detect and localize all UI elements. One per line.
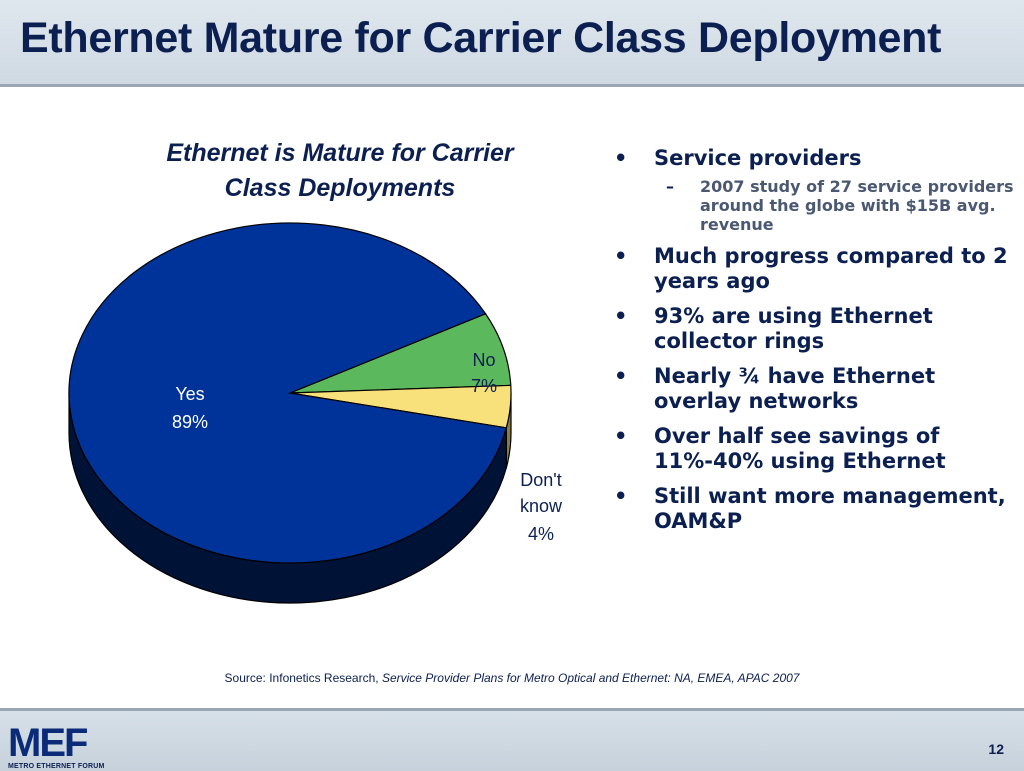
- bullet-item: • 93% are using Ethernet collector rings: [610, 304, 1015, 354]
- bullet-item: • Much progress compared to 2 years ago: [610, 244, 1015, 294]
- footer-bar: MEF METRO ETHERNET FORUM 12: [0, 708, 1024, 771]
- bullet-list: • Service providers – 2007 study of 27 serv…: [610, 146, 1015, 544]
- chart-title-line-1: Ethernet is Mature for Carrier: [166, 139, 514, 167]
- bullet-text: Over half see savings of 11%-40% using E…: [654, 424, 946, 473]
- slice-label-no-name: No: [472, 350, 495, 370]
- bullet-text: Service providers: [654, 146, 862, 170]
- pie-slices: [68, 222, 512, 564]
- slice-label-yes-value: 89%: [172, 412, 208, 432]
- chart-title-line-2: Class Deployments: [224, 174, 456, 202]
- bullet-item: • Nearly ¾ have Ethernet overlay networks: [610, 364, 1015, 414]
- logo-wordmark: MEF: [8, 721, 88, 765]
- slice-label-dk-name-2: know: [520, 496, 563, 516]
- pie-slice-yes: [68, 222, 508, 564]
- sub-bullet-item: – 2007 study of 27 service providers arou…: [610, 177, 1015, 234]
- sub-bullet-marker: –: [666, 177, 674, 196]
- bullet-text: Still want more management, OAM&P: [654, 484, 1006, 533]
- bullet-marker: •: [614, 244, 628, 268]
- logo-subtitle: METRO ETHERNET FORUM: [8, 763, 105, 770]
- slice-label-yes-name: Yes: [175, 384, 204, 404]
- bullet-text: 93% are using Ethernet collector rings: [654, 304, 933, 353]
- source-note: Source: Infonetics Research, Service Pro…: [0, 671, 1024, 685]
- slide-title: Ethernet Mature for Carrier Class Deploy…: [20, 14, 942, 62]
- mef-logo: MEF METRO ETHERNET FORUM: [8, 721, 118, 771]
- slice-label-dk-name-1: Don't: [520, 470, 561, 490]
- bullet-text: Much progress compared to 2 years ago: [654, 244, 1008, 293]
- bullet-text: Nearly ¾ have Ethernet overlay networks: [654, 364, 936, 413]
- slice-label-no-value: 7%: [471, 376, 497, 396]
- bullet-marker: •: [614, 364, 628, 388]
- sub-bullet-text: 2007 study of 27 service providers aroun…: [700, 177, 1014, 234]
- bullet-marker: •: [614, 304, 628, 328]
- bullet-item: • Over half see savings of 11%-40% using …: [610, 424, 1015, 474]
- bullet-marker: •: [614, 146, 628, 170]
- bullet-item: • Service providers: [610, 146, 1015, 171]
- slice-label-dk-value: 4%: [528, 524, 554, 544]
- source-title: Service Provider Plans for Metro Optical…: [381, 671, 800, 685]
- bullet-marker: •: [614, 424, 628, 448]
- title-bar: Ethernet Mature for Carrier Class Deploy…: [0, 0, 1024, 87]
- chart-title: Ethernet is Mature for Carrier Class Dep…: [110, 136, 570, 206]
- source-prefix: Source: Infonetics Research,: [224, 671, 382, 685]
- bullet-item: • Still want more management, OAM&P: [610, 484, 1015, 534]
- bullet-marker: •: [614, 484, 628, 508]
- page-number: 12: [988, 741, 1004, 757]
